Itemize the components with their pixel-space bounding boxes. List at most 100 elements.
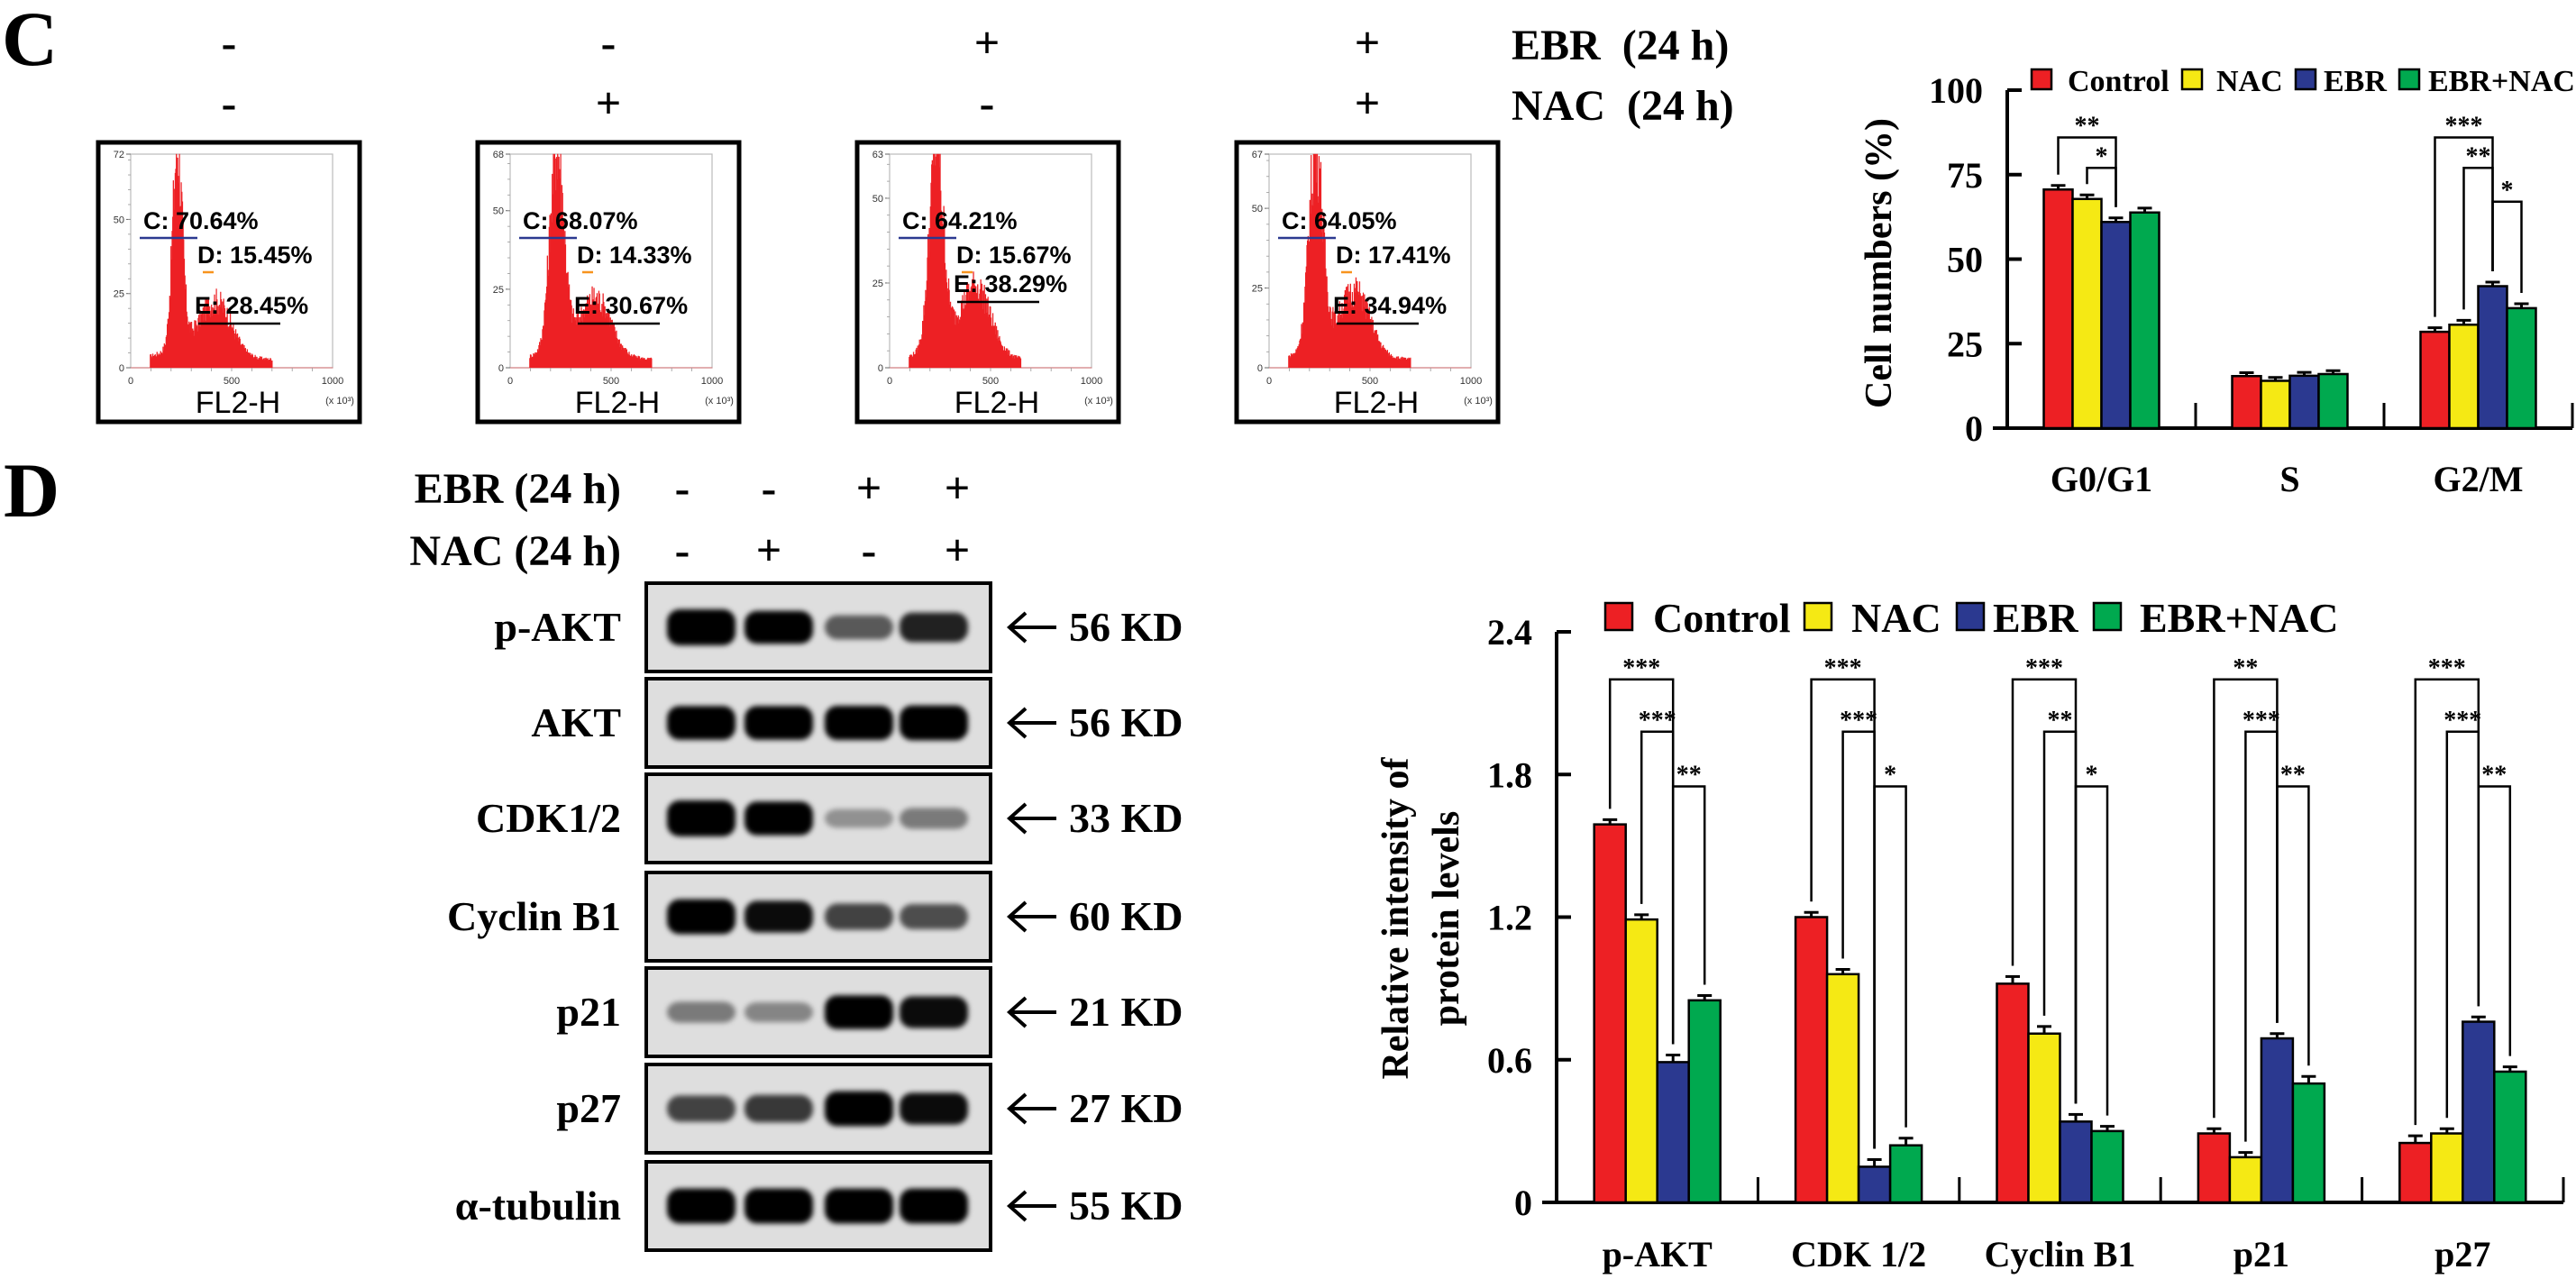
histogram-y-tick: 25 (493, 285, 504, 296)
bar-ebr-1 (2288, 374, 2320, 430)
ebr-sign: + (1355, 17, 1381, 68)
y-tick-label: 75 (1947, 155, 1983, 196)
protein-band (667, 1001, 735, 1023)
error-bar (2325, 369, 2341, 374)
bar-ebr-plus-nac-0 (1687, 999, 1722, 1204)
blot-molecular-weight: 60 KD (1069, 893, 1183, 939)
blot-protein-label: p27 (556, 1085, 621, 1131)
histogram-y-tick: 25 (872, 279, 883, 289)
gate-e-stat: E: 30.67% (574, 292, 688, 319)
histogram-y-tick: 25 (114, 289, 124, 300)
error-bar (2471, 1015, 2486, 1022)
blot-protein-label: CDK1/2 (476, 795, 621, 841)
histogram-frame (475, 140, 742, 425)
histogram-x-unit: (x 10³) (1464, 396, 1493, 407)
significance-stars: * (2501, 177, 2514, 205)
ebr-sign: - (222, 17, 237, 68)
bar-control-0 (2042, 188, 2074, 430)
ebr-sign: - (601, 17, 617, 68)
protein-band (900, 808, 968, 829)
significance-stars: *** (1622, 654, 1660, 682)
histogram-x-tick: 500 (224, 376, 240, 387)
bar-nac-4 (2430, 1132, 2464, 1204)
histogram-frame (1234, 140, 1501, 425)
bar-ebr-plus-nac-2 (2090, 1129, 2124, 1204)
blot-row: Cyclin B1 60 KD (447, 871, 1183, 963)
histogram-x-tick: 1000 (1460, 376, 1482, 387)
bar-ebr-0 (2100, 221, 2132, 430)
blot-molecular-weight: 33 KD (1069, 795, 1183, 841)
histogram-y-tick: 67 (1252, 150, 1263, 160)
bar-control-4 (2398, 1141, 2433, 1204)
histogram-x-label: FL2-H (955, 386, 1039, 420)
y-tick-label: 25 (1947, 324, 1983, 364)
protein-band (744, 706, 813, 740)
histogram-y-tick: 72 (114, 150, 124, 160)
error-bar (2407, 1134, 2423, 1144)
bar-nac-1 (2260, 379, 2291, 430)
error-bar (1835, 968, 1850, 974)
arrow-left-icon (1006, 802, 1056, 835)
gate-e-stat: E: 34.94% (1333, 292, 1447, 319)
x-category-label: CDK 1/2 (1791, 1234, 1926, 1274)
legend-swatch (2398, 68, 2421, 91)
flow-histogram: 0 25 50 63 0 500 1000 (x 10³) FL2-H C: 64.21% D: 1… (854, 140, 1121, 425)
significance-stars: * (1884, 761, 1896, 789)
legend-swatch (1803, 601, 1833, 632)
y-tick-label: 50 (1947, 240, 1983, 280)
error-bar (2137, 206, 2152, 213)
protein-band (900, 1092, 968, 1125)
x-category-label: p-AKT (1603, 1234, 1713, 1274)
histogram-x-tick: 500 (982, 376, 999, 387)
protein-band (825, 1091, 893, 1127)
x-category-label: S (2279, 459, 2299, 499)
histogram-x-tick: 0 (1266, 376, 1272, 387)
error-bar (2079, 193, 2095, 199)
blot-molecular-weight: 56 KD (1069, 699, 1183, 745)
ebr-treatment-label: EBR (24 h) (1512, 22, 1729, 69)
bar-nac-1 (1825, 973, 1860, 1204)
bar-chart-2: 0 0.6 1.2 1.8 2.4 p-AKT CDK 1/2 Cyclin B1 p21 p27… (1375, 595, 2565, 1274)
protein-band (744, 900, 813, 933)
significance-stars: ** (2048, 707, 2073, 735)
error-bar (2427, 326, 2443, 333)
gate-c-stat: C: 64.21% (902, 207, 1018, 234)
wb-ebr-label: EBR (24 h) (415, 465, 621, 513)
gate-d-stat: D: 15.45% (197, 242, 313, 269)
significance-stars: *** (1840, 707, 1877, 735)
bar-nac-0 (1624, 918, 1658, 1204)
arrow-left-icon (1006, 1190, 1056, 1222)
error-bar (2100, 1125, 2115, 1131)
histogram-x-label: FL2-H (575, 386, 660, 420)
blot-row: p21 21 KD (556, 966, 1183, 1058)
wb-nac-sign: + (945, 525, 971, 575)
y-tick-label: 2.4 (1487, 612, 1532, 653)
legend-label: Control (2068, 65, 2170, 98)
gate-c-stat: C: 68.07% (523, 207, 638, 234)
error-bar (1634, 913, 1649, 920)
error-bar (2069, 1112, 2083, 1122)
histogram-x-tick: 1000 (322, 376, 343, 387)
protein-band (900, 705, 968, 741)
legend-swatch (2180, 68, 2204, 91)
blot-row: AKT 56 KD (531, 677, 1183, 769)
significance-stars: *** (2444, 707, 2481, 735)
x-category-label: G0/G1 (2051, 459, 2152, 499)
histogram-y-tick: 0 (498, 363, 504, 374)
protein-band (825, 809, 893, 828)
bar-ebr-plus-nac-3 (2291, 1082, 2326, 1204)
blot-molecular-weight: 27 KD (1069, 1085, 1183, 1131)
blot-row: CDK1/2 33 KD (476, 772, 1183, 864)
histogram-x-label: FL2-H (1334, 386, 1419, 420)
protein-band (900, 996, 968, 1028)
wb-nac-label: NAC (24 h) (409, 527, 621, 575)
error-bar (2485, 280, 2500, 287)
significance-bracket (2086, 167, 2117, 207)
arrow-left-icon (1006, 707, 1056, 739)
blot-row: p-AKT 56 KD (494, 581, 1183, 673)
significance-stars: *** (1639, 707, 1676, 735)
blot-protein-label: Cyclin B1 (447, 893, 621, 939)
error-bar (2301, 1074, 2316, 1084)
bar-nac-0 (2071, 197, 2103, 430)
